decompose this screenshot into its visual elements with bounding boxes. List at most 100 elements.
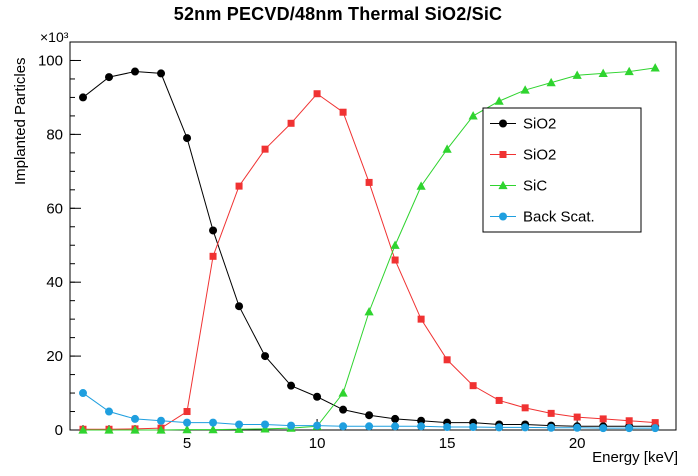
data-marker-circle bbox=[499, 119, 507, 128]
y-tick-label: 40 bbox=[46, 274, 63, 291]
data-marker-triangle bbox=[364, 306, 374, 316]
data-marker-circle bbox=[209, 226, 218, 235]
data-marker-triangle bbox=[182, 424, 192, 434]
data-marker-circle bbox=[105, 407, 114, 416]
data-marker-circle bbox=[391, 414, 400, 423]
legend-entry-label: SiO2 bbox=[523, 147, 556, 164]
data-marker-triangle bbox=[104, 425, 114, 434]
data-marker-square bbox=[499, 151, 507, 158]
data-marker-circle bbox=[521, 423, 530, 432]
data-marker-circle bbox=[287, 381, 296, 390]
data-marker-triangle bbox=[208, 424, 218, 434]
data-marker-circle bbox=[443, 423, 452, 432]
data-marker-square bbox=[183, 408, 191, 416]
data-marker-circle bbox=[313, 421, 322, 430]
data-marker-circle bbox=[105, 73, 114, 82]
data-marker-triangle bbox=[498, 180, 508, 190]
data-marker-circle bbox=[391, 422, 400, 431]
y-tick-label: 20 bbox=[46, 348, 63, 365]
data-marker-square bbox=[235, 182, 243, 190]
data-marker-circle bbox=[365, 411, 374, 420]
y-tick-label: 80 bbox=[46, 126, 63, 143]
data-marker-circle bbox=[261, 352, 270, 361]
data-marker-circle bbox=[287, 421, 296, 430]
data-marker-square bbox=[313, 90, 321, 98]
data-marker-square bbox=[599, 415, 607, 423]
chart-title: 52nm PECVD/48nm Thermal SiO2/SiC bbox=[173, 4, 503, 24]
data-marker-triangle bbox=[390, 240, 400, 249]
data-marker-triangle bbox=[494, 96, 504, 105]
data-marker-triangle bbox=[520, 85, 530, 94]
y-axis-label: Implanted Particles bbox=[12, 57, 29, 185]
data-marker-triangle bbox=[572, 70, 582, 79]
data-marker-circle bbox=[651, 424, 660, 433]
data-marker-triangle bbox=[156, 425, 166, 434]
data-marker-square bbox=[391, 256, 399, 264]
legend-box bbox=[482, 107, 642, 233]
data-marker-circle bbox=[313, 392, 322, 401]
data-marker-triangle bbox=[234, 424, 244, 433]
data-marker-circle bbox=[339, 405, 348, 414]
legend-entry-label: Back Scat. bbox=[523, 209, 595, 226]
data-marker-circle bbox=[235, 420, 244, 429]
data-marker-circle bbox=[499, 212, 507, 221]
data-marker-square bbox=[625, 417, 633, 425]
data-marker-circle bbox=[183, 134, 192, 143]
x-axis-label: Energy [keV] bbox=[592, 449, 678, 466]
data-marker-triangle bbox=[442, 144, 452, 153]
data-marker-triangle bbox=[338, 388, 348, 397]
data-marker-square bbox=[209, 252, 217, 260]
data-marker-triangle bbox=[468, 111, 478, 120]
y-tick-label: 60 bbox=[46, 200, 63, 217]
data-marker-square bbox=[651, 419, 659, 427]
data-marker-circle bbox=[209, 418, 218, 427]
data-marker-square bbox=[547, 409, 555, 417]
data-marker-circle bbox=[365, 422, 374, 431]
data-marker-circle bbox=[469, 423, 478, 432]
data-marker-circle bbox=[183, 418, 192, 427]
data-marker-circle bbox=[261, 420, 270, 429]
data-marker-square bbox=[417, 315, 425, 323]
data-marker-circle bbox=[131, 67, 140, 76]
x-tick-label: 5 bbox=[183, 435, 191, 452]
data-marker-circle bbox=[157, 69, 166, 78]
data-marker-square bbox=[443, 356, 451, 364]
data-marker-triangle bbox=[650, 63, 660, 72]
data-marker-circle bbox=[599, 424, 608, 433]
data-marker-circle bbox=[573, 423, 582, 432]
data-marker-circle bbox=[79, 93, 88, 102]
data-marker-square bbox=[469, 382, 477, 390]
data-marker-circle bbox=[339, 422, 348, 431]
data-marker-circle bbox=[235, 302, 244, 311]
data-marker-triangle bbox=[624, 66, 634, 76]
data-marker-circle bbox=[417, 422, 426, 431]
data-marker-circle bbox=[79, 389, 88, 398]
data-marker-circle bbox=[495, 423, 504, 432]
y-tick-label: 100 bbox=[38, 52, 63, 69]
data-marker-square bbox=[495, 396, 503, 404]
data-marker-circle bbox=[131, 414, 140, 423]
data-marker-square bbox=[261, 145, 269, 153]
y-axis: 0 20 40 60 80 100 bbox=[38, 41, 81, 439]
data-marker-square bbox=[339, 108, 347, 116]
data-marker-square bbox=[573, 413, 581, 421]
data-marker-circle bbox=[625, 424, 634, 433]
legend-entry-label: SiC bbox=[523, 178, 547, 195]
legend-entry-label: SiO2 bbox=[523, 116, 556, 133]
data-marker-triangle bbox=[598, 68, 608, 78]
data-marker-square bbox=[365, 178, 373, 186]
legend: SiO2 SiO2 SiC Back Scat. bbox=[482, 107, 642, 233]
x-tick-label: 10 bbox=[309, 435, 326, 452]
series-1-sio2 bbox=[79, 90, 659, 433]
plot-frame bbox=[69, 41, 677, 431]
data-marker-circle bbox=[547, 423, 556, 432]
data-marker-circle bbox=[417, 416, 426, 425]
data-marker-triangle bbox=[78, 425, 88, 434]
series-3-back-scat- bbox=[79, 389, 660, 433]
data-marker-triangle bbox=[546, 77, 556, 87]
data-marker-square bbox=[287, 119, 295, 127]
y-tick-label: 0 bbox=[55, 422, 63, 439]
data-marker-triangle bbox=[416, 181, 426, 190]
